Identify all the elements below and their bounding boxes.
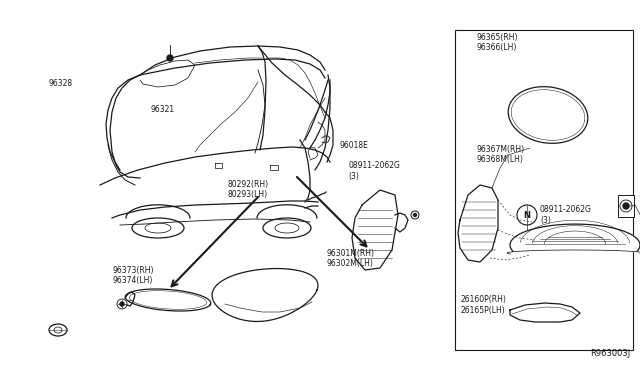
Text: N: N	[524, 211, 531, 219]
Bar	[618, 195, 634, 217]
Text: R963003J: R963003J	[589, 349, 630, 358]
Circle shape	[413, 214, 417, 217]
Text: 96365(RH)
96366(LH): 96365(RH) 96366(LH)	[477, 33, 518, 52]
Text: 96367M(RH)
96368M(LH): 96367M(RH) 96368M(LH)	[477, 145, 525, 164]
Polygon shape	[212, 269, 318, 321]
Text: 08911-2062G
(3): 08911-2062G (3)	[540, 205, 592, 225]
Text: 96373(RH)
96374(LH): 96373(RH) 96374(LH)	[112, 266, 154, 285]
Text: 08911-2062G
(3): 08911-2062G (3)	[349, 161, 401, 181]
Polygon shape	[508, 87, 588, 143]
Text: 96301M(RH)
96302M(LH): 96301M(RH) 96302M(LH)	[326, 249, 374, 268]
Polygon shape	[458, 185, 498, 262]
Circle shape	[623, 203, 629, 209]
Text: 96018E: 96018E	[339, 141, 368, 150]
Polygon shape	[510, 303, 580, 322]
Circle shape	[120, 302, 124, 306]
Circle shape	[167, 55, 173, 61]
Text: 80292(RH)
80293(LH): 80292(RH) 80293(LH)	[227, 180, 268, 199]
Text: 96321: 96321	[150, 105, 175, 114]
Polygon shape	[507, 224, 640, 254]
Text: 96328: 96328	[48, 79, 72, 88]
Bar	[455, 30, 633, 350]
Text: 26160P(RH)
26165P(LH): 26160P(RH) 26165P(LH)	[461, 295, 507, 315]
